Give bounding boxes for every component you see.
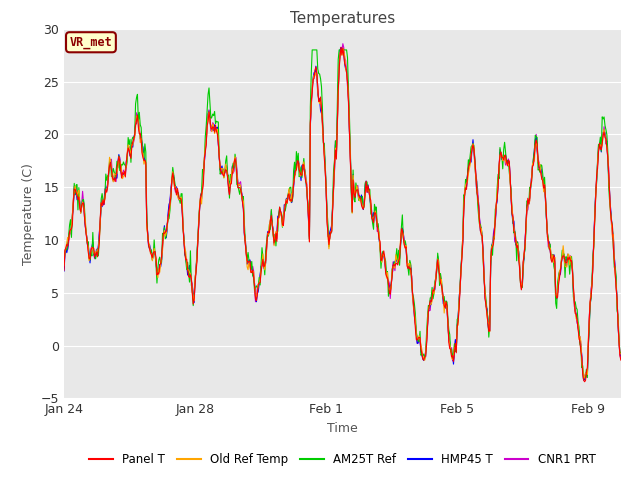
Line: CNR1 PRT: CNR1 PRT xyxy=(64,44,621,379)
AM25T Ref xyxy=(433,269,440,275)
Panel T xyxy=(204,123,211,129)
Legend: Panel T, Old Ref Temp, AM25T Ref, HMP45 T, CNR1 PRT: Panel T, Old Ref Temp, AM25T Ref, HMP45 … xyxy=(84,449,600,471)
CNR1 PRT xyxy=(204,122,211,128)
CNR1 PRT xyxy=(159,242,166,248)
Panel T xyxy=(60,267,68,273)
AM25T Ref xyxy=(313,47,321,53)
HMP45 T xyxy=(204,117,211,123)
CNR1 PRT xyxy=(433,263,440,269)
HMP45 T xyxy=(60,268,68,274)
HMP45 T xyxy=(159,245,166,251)
AM25T Ref xyxy=(204,108,211,113)
Panel T xyxy=(480,276,488,282)
CNR1 PRT xyxy=(389,259,397,265)
Old Ref Temp xyxy=(617,351,625,357)
Line: AM25T Ref: AM25T Ref xyxy=(64,50,621,378)
CNR1 PRT xyxy=(312,65,320,71)
Old Ref Temp xyxy=(60,263,68,268)
Panel T xyxy=(580,379,588,384)
HMP45 T xyxy=(580,377,588,383)
Panel T xyxy=(159,241,166,247)
HMP45 T xyxy=(337,45,345,50)
AM25T Ref xyxy=(60,259,68,264)
Old Ref Temp xyxy=(580,376,588,382)
Old Ref Temp xyxy=(480,273,488,278)
Panel T xyxy=(433,265,440,271)
Title: Temperatures: Temperatures xyxy=(290,11,395,26)
Panel T xyxy=(312,64,320,70)
AM25T Ref xyxy=(308,47,316,53)
HMP45 T xyxy=(312,63,320,69)
Panel T xyxy=(389,263,397,268)
AM25T Ref xyxy=(617,349,625,355)
Line: Old Ref Temp: Old Ref Temp xyxy=(64,48,621,379)
Old Ref Temp xyxy=(389,264,397,269)
HMP45 T xyxy=(480,275,488,280)
Old Ref Temp xyxy=(204,125,211,131)
Panel T xyxy=(617,357,625,363)
Old Ref Temp xyxy=(433,263,440,269)
AM25T Ref xyxy=(159,230,166,236)
AM25T Ref xyxy=(580,375,588,381)
X-axis label: Time: Time xyxy=(327,422,358,435)
Old Ref Temp xyxy=(312,70,320,75)
Y-axis label: Temperature (C): Temperature (C) xyxy=(22,163,35,264)
HMP45 T xyxy=(433,266,440,272)
HMP45 T xyxy=(617,353,625,359)
Panel T xyxy=(337,44,345,50)
Line: Panel T: Panel T xyxy=(64,47,621,382)
CNR1 PRT xyxy=(580,376,588,382)
AM25T Ref xyxy=(389,264,397,270)
CNR1 PRT xyxy=(60,265,68,271)
Text: VR_met: VR_met xyxy=(70,36,112,49)
CNR1 PRT xyxy=(617,356,625,361)
Old Ref Temp xyxy=(159,248,166,253)
AM25T Ref xyxy=(480,277,488,283)
Old Ref Temp xyxy=(339,46,347,51)
CNR1 PRT xyxy=(339,41,347,47)
Line: HMP45 T: HMP45 T xyxy=(64,48,621,380)
HMP45 T xyxy=(389,264,397,270)
CNR1 PRT xyxy=(480,275,488,281)
